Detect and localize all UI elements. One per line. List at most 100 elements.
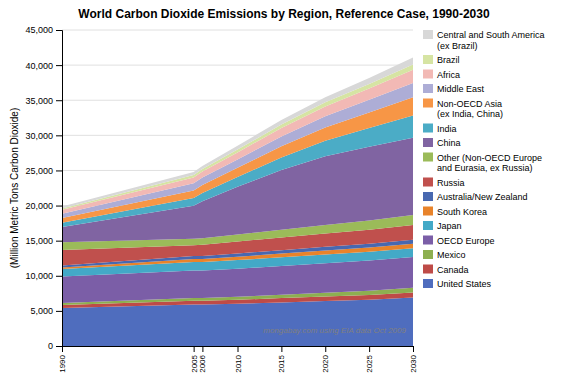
tick-mark — [56, 135, 62, 136]
tick-label: 2020 — [321, 354, 330, 372]
legend-swatch — [423, 192, 433, 201]
area — [62, 58, 413, 209]
legend-label: Russia — [437, 178, 465, 188]
legend-label: Japan — [437, 221, 462, 231]
tick-label: 40,000 — [25, 60, 53, 70]
legend-item: Mexico — [423, 250, 466, 260]
tick-mark — [238, 346, 239, 352]
tick-mark — [62, 346, 63, 352]
tick-mark — [56, 100, 62, 101]
legend-swatch — [423, 153, 433, 162]
legend-swatch — [423, 207, 433, 216]
chart: 0 5,000 10,000 15,000 20,000 25,000 30,000 35,0… — [0, 0, 568, 386]
tick-label: 0 — [48, 341, 53, 351]
tick-label: 35,000 — [25, 96, 53, 106]
tick: 30,000 — [25, 131, 62, 141]
axis-line — [63, 347, 414, 353]
legend-item: Japan — [423, 221, 462, 231]
tick-label: 5,000 — [30, 306, 53, 316]
legend-item: OECD Europe — [423, 236, 495, 246]
tick-label: 1990 — [58, 354, 67, 372]
legend-label: OECD Europe — [437, 236, 495, 246]
y-axis: 0 5,000 10,000 15,000 20,000 25,000 30,000 35,0… — [25, 25, 62, 351]
tick: 1990 — [58, 346, 67, 373]
tick-label: 2015 — [277, 354, 286, 372]
legend-label: South Korea — [437, 207, 487, 217]
legend-item: United States — [423, 279, 492, 289]
tick: 20,000 — [25, 201, 62, 211]
tick: 2020 — [321, 346, 330, 373]
tick-mark — [56, 276, 62, 277]
y-axis-title: (Million Metric Tons Carbon Dioxide) — [9, 108, 20, 268]
legend-label: Africa — [437, 70, 460, 80]
tick: 2015 — [277, 346, 286, 373]
legend-swatch — [423, 138, 433, 147]
legend-label: India — [437, 124, 457, 134]
tick-mark — [56, 65, 62, 66]
tick: 0 — [48, 341, 62, 351]
annotation: mongabay.com using EIA data Oct 2009 — [263, 326, 406, 335]
tick: 2005 — [190, 346, 199, 373]
legend-label: Brazil — [437, 55, 460, 65]
tick-mark — [202, 346, 203, 352]
tick-mark — [56, 346, 62, 347]
legend-swatch — [423, 55, 433, 64]
legend: Central and South America(ex Brazil) Braz… — [423, 30, 545, 289]
grid — [62, 30, 413, 346]
x-axis: 1990 20052006 2010 2015 2020 2025 2030 — [58, 346, 418, 373]
legend-item: Non-OECD Asia(ex India, China) — [423, 99, 503, 120]
tick-label: 2030 — [409, 354, 418, 372]
tick: 2025 — [365, 346, 374, 373]
legend-swatch — [423, 30, 433, 39]
legend-label: China — [437, 138, 461, 148]
tick: 2030 — [409, 346, 418, 373]
legend-item: Other (Non-OECD Europeand Eurasia, ex Ru… — [423, 153, 542, 174]
legend-item: Africa — [423, 70, 460, 80]
tick-mark — [281, 346, 282, 352]
legend-swatch — [423, 70, 433, 79]
legend-label: United States — [437, 279, 492, 289]
tick: 40,000 — [25, 60, 62, 70]
grid-line — [62, 65, 413, 66]
tick: 45,000 — [25, 25, 62, 35]
tick-label: 25,000 — [25, 166, 53, 176]
tick: 10,000 — [25, 271, 62, 281]
tick-label: 2005 — [190, 354, 199, 372]
tick-label: 20,000 — [25, 201, 53, 211]
tick-mark — [413, 346, 414, 352]
areas — [62, 58, 413, 346]
tick-label: 2006 — [198, 354, 207, 372]
tick-label: 2010 — [234, 354, 243, 372]
legend-item: India — [423, 124, 457, 134]
tick-label: 30,000 — [25, 131, 53, 141]
legend-item: Russia — [423, 178, 465, 188]
tick-mark — [56, 30, 62, 31]
legend-item: South Korea — [423, 207, 487, 217]
legend-item: Central and South America(ex Brazil) — [423, 30, 545, 51]
tick: 5,000 — [30, 306, 62, 316]
legend-item: Middle East — [423, 84, 485, 94]
legend-label: Middle East — [437, 84, 485, 94]
tick: 2006 — [198, 346, 207, 373]
legend-item: Australia/New Zealand — [423, 192, 528, 202]
legend-swatch — [423, 250, 433, 259]
plot: 0 5,000 10,000 15,000 20,000 25,000 30,000 35,0… — [25, 25, 418, 372]
tick-label: 10,000 — [25, 271, 53, 281]
title: World Carbon Dioxide Emissions by Region… — [78, 7, 490, 21]
tick-label: 2025 — [365, 354, 374, 372]
legend-label: Other (Non-OECD Europeand Eurasia, ex Ru… — [437, 153, 542, 174]
tick: 25,000 — [25, 166, 62, 176]
legend-swatch — [423, 236, 433, 245]
tick: 35,000 — [25, 96, 62, 106]
tick: 15,000 — [25, 236, 62, 246]
tick: 2010 — [234, 346, 243, 373]
legend-swatch — [423, 265, 433, 274]
legend-label: Central and South America(ex Brazil) — [437, 30, 545, 51]
tick-mark — [56, 241, 62, 242]
legend-item: Brazil — [423, 55, 460, 65]
tick-mark — [56, 311, 62, 312]
legend-label: Canada — [437, 265, 469, 275]
tick-mark — [325, 346, 326, 352]
grid-line — [62, 30, 413, 31]
legend-swatch — [423, 99, 433, 108]
